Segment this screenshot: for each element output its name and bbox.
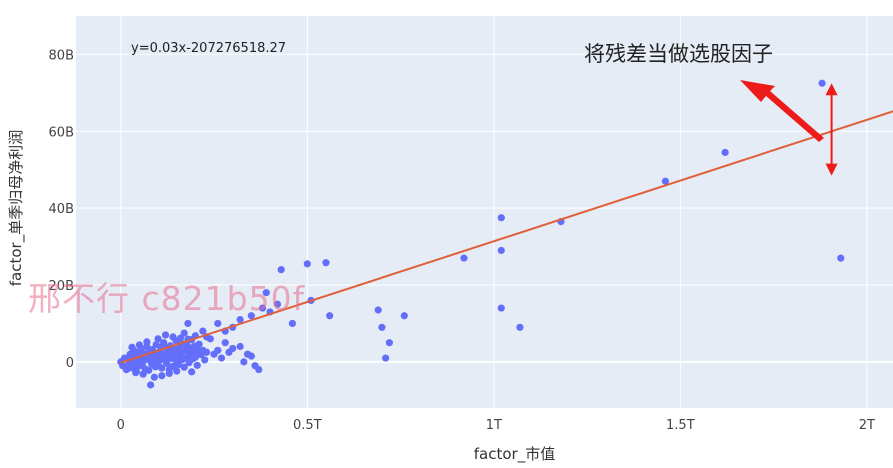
data-point [288, 319, 296, 328]
data-point [124, 364, 132, 373]
data-point [143, 338, 151, 346]
data-point [149, 357, 158, 365]
data-point [214, 319, 222, 328]
x-tick-label: 1T [486, 418, 502, 433]
annotation-arrow-icon [740, 80, 824, 142]
data-point [184, 319, 192, 328]
data-point [247, 352, 255, 360]
y-tick-label: 20B [49, 279, 74, 294]
data-point [385, 339, 393, 347]
data-point [154, 335, 162, 343]
x-tick-label: 1.5T [666, 418, 695, 433]
data-point [460, 254, 468, 262]
data-point [145, 366, 153, 374]
data-point [135, 341, 144, 349]
data-point [378, 323, 386, 331]
y-axis-ticks: 0 20B 40B 60B 80B [49, 48, 74, 370]
regression-equation: y=0.03x-207276518.27 [131, 41, 286, 56]
y-tick-label: 60B [49, 125, 74, 140]
data-point [240, 358, 248, 366]
x-tick-label: 0.5T [293, 418, 322, 433]
data-point [661, 177, 670, 185]
data-point [303, 260, 311, 268]
data-point [322, 259, 330, 267]
residual-annotation: 将残差当做选股因子 [584, 42, 773, 66]
data-point [837, 254, 845, 262]
data-point [180, 329, 188, 337]
data-point [150, 373, 158, 381]
data-point [277, 266, 285, 274]
plot-area [76, 16, 893, 408]
y-tick-label: 40B [49, 202, 74, 217]
data-point [202, 348, 211, 356]
data-point [236, 342, 244, 351]
data-point [173, 367, 181, 375]
data-point [497, 304, 505, 312]
x-axis-ticks: 0 0.5T 1T 1.5T 2T [117, 418, 875, 433]
data-point [497, 214, 505, 222]
data-point [169, 362, 177, 370]
data-point [158, 372, 166, 380]
data-point [229, 344, 237, 353]
data-point [163, 359, 171, 368]
data-point [382, 354, 390, 362]
data-point [165, 369, 173, 378]
data-point [258, 304, 267, 312]
grid-lines [76, 16, 893, 408]
data-point [188, 368, 196, 376]
data-point [193, 361, 201, 369]
data-point [161, 331, 170, 339]
watermark: 邢不行 c821b50f [28, 279, 306, 318]
data-point [160, 339, 168, 347]
data-point [497, 246, 505, 255]
data-point [132, 369, 140, 377]
data-point [128, 343, 136, 351]
data-point [326, 312, 334, 320]
y-tick-label: 80B [49, 48, 74, 63]
x-tick-label: 2T [859, 418, 875, 433]
x-tick-label: 0 [117, 418, 125, 433]
y-tick-label: 0 [66, 356, 74, 371]
data-point [217, 354, 226, 362]
data-point [201, 356, 209, 364]
x-axis-title: factor_市值 [474, 445, 555, 464]
data-point [214, 346, 222, 354]
data-point [374, 306, 382, 314]
data-point [516, 323, 524, 331]
data-point [199, 327, 207, 335]
data-point [180, 363, 188, 371]
y-axis-title: factor_单季归母净利润 [7, 130, 26, 286]
data-point [174, 360, 183, 369]
data-point [169, 333, 177, 341]
data-point [147, 381, 155, 389]
regression-line [120, 110, 893, 364]
data-point [818, 79, 826, 87]
data-point [158, 364, 166, 372]
data-point [400, 312, 408, 320]
data-point [139, 370, 147, 378]
data-point [262, 289, 270, 297]
data-point [236, 316, 244, 324]
data-point [255, 365, 263, 374]
data-point [221, 339, 229, 347]
data-point [195, 340, 203, 348]
data-points [117, 79, 845, 389]
data-point [176, 334, 185, 342]
data-point [273, 300, 282, 308]
data-point [247, 312, 255, 320]
data-point [721, 148, 729, 157]
